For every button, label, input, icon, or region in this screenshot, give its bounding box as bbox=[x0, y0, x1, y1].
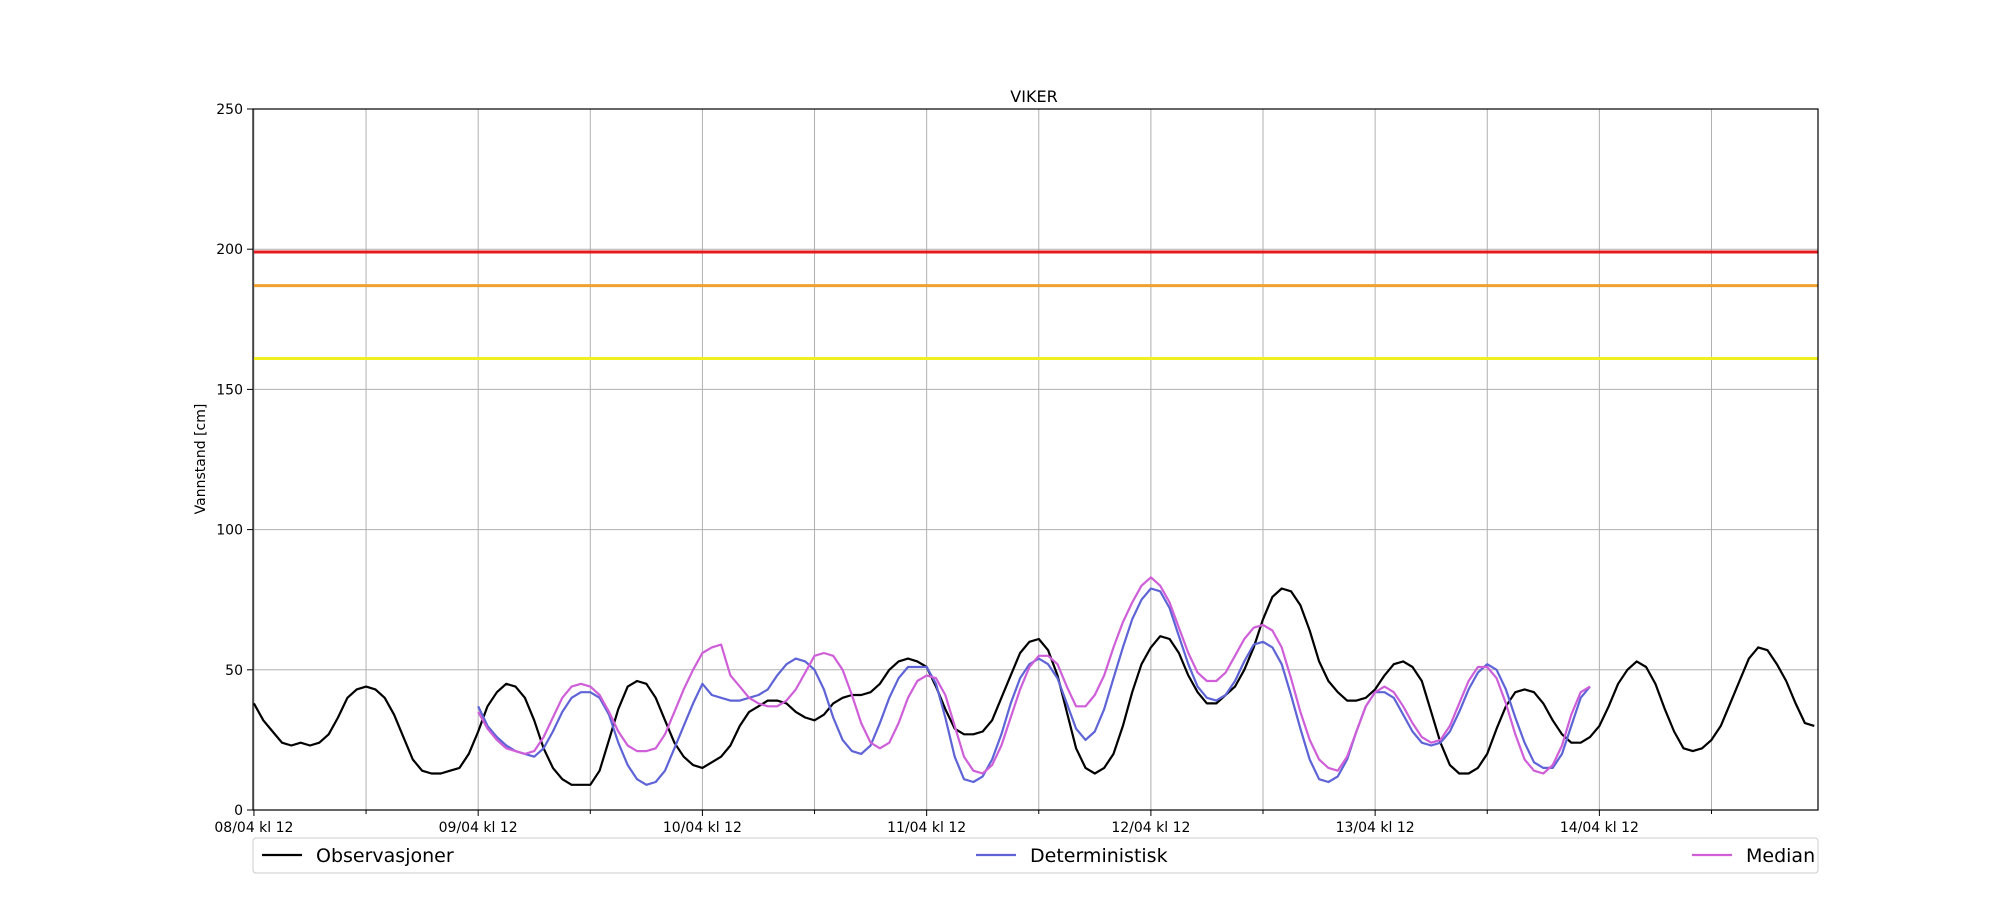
chart-title: VIKER bbox=[1010, 87, 1057, 106]
y-axis-label: Vannstand [cm] bbox=[193, 404, 209, 515]
x-tick-label: 08/04 kl 12 bbox=[214, 820, 293, 836]
legend-label-observasjoner: Observasjoner bbox=[316, 845, 454, 867]
plot-area-frame bbox=[252, 108, 1819, 811]
y-tick-label: 50 bbox=[225, 663, 243, 679]
series-line-median bbox=[477, 576, 1591, 775]
grid bbox=[253, 108, 1818, 811]
x-tick-label: 10/04 kl 12 bbox=[663, 820, 742, 836]
x-tick-label: 14/04 kl 12 bbox=[1560, 820, 1639, 836]
x-tick-label: 13/04 kl 12 bbox=[1336, 820, 1415, 836]
x-tick-label: 12/04 kl 12 bbox=[1111, 820, 1190, 836]
y-tick-label: 0 bbox=[234, 803, 243, 819]
y-tick-label: 150 bbox=[216, 382, 243, 398]
series-line-observasjoner bbox=[252, 587, 1815, 786]
series-lines bbox=[252, 576, 1815, 786]
x-tick-label: 09/04 kl 12 bbox=[439, 820, 518, 836]
threshold-lines bbox=[253, 250, 1818, 361]
y-tick-label: 250 bbox=[216, 102, 243, 118]
legend-label-median: Median bbox=[1746, 845, 1815, 867]
y-tick-label: 200 bbox=[216, 242, 243, 258]
legend-frame bbox=[252, 837, 1819, 874]
x-tick-label: 11/04 kl 12 bbox=[887, 820, 966, 836]
legend-label-deterministisk: Deterministisk bbox=[1030, 845, 1168, 867]
y-tick-label: 100 bbox=[216, 523, 243, 539]
axes: 0 50 100 150 200 250 08/04 kl 12 09/04 kl 12 10/… bbox=[214, 102, 1712, 836]
legend: Observasjoner Deterministisk Median bbox=[252, 837, 1819, 874]
